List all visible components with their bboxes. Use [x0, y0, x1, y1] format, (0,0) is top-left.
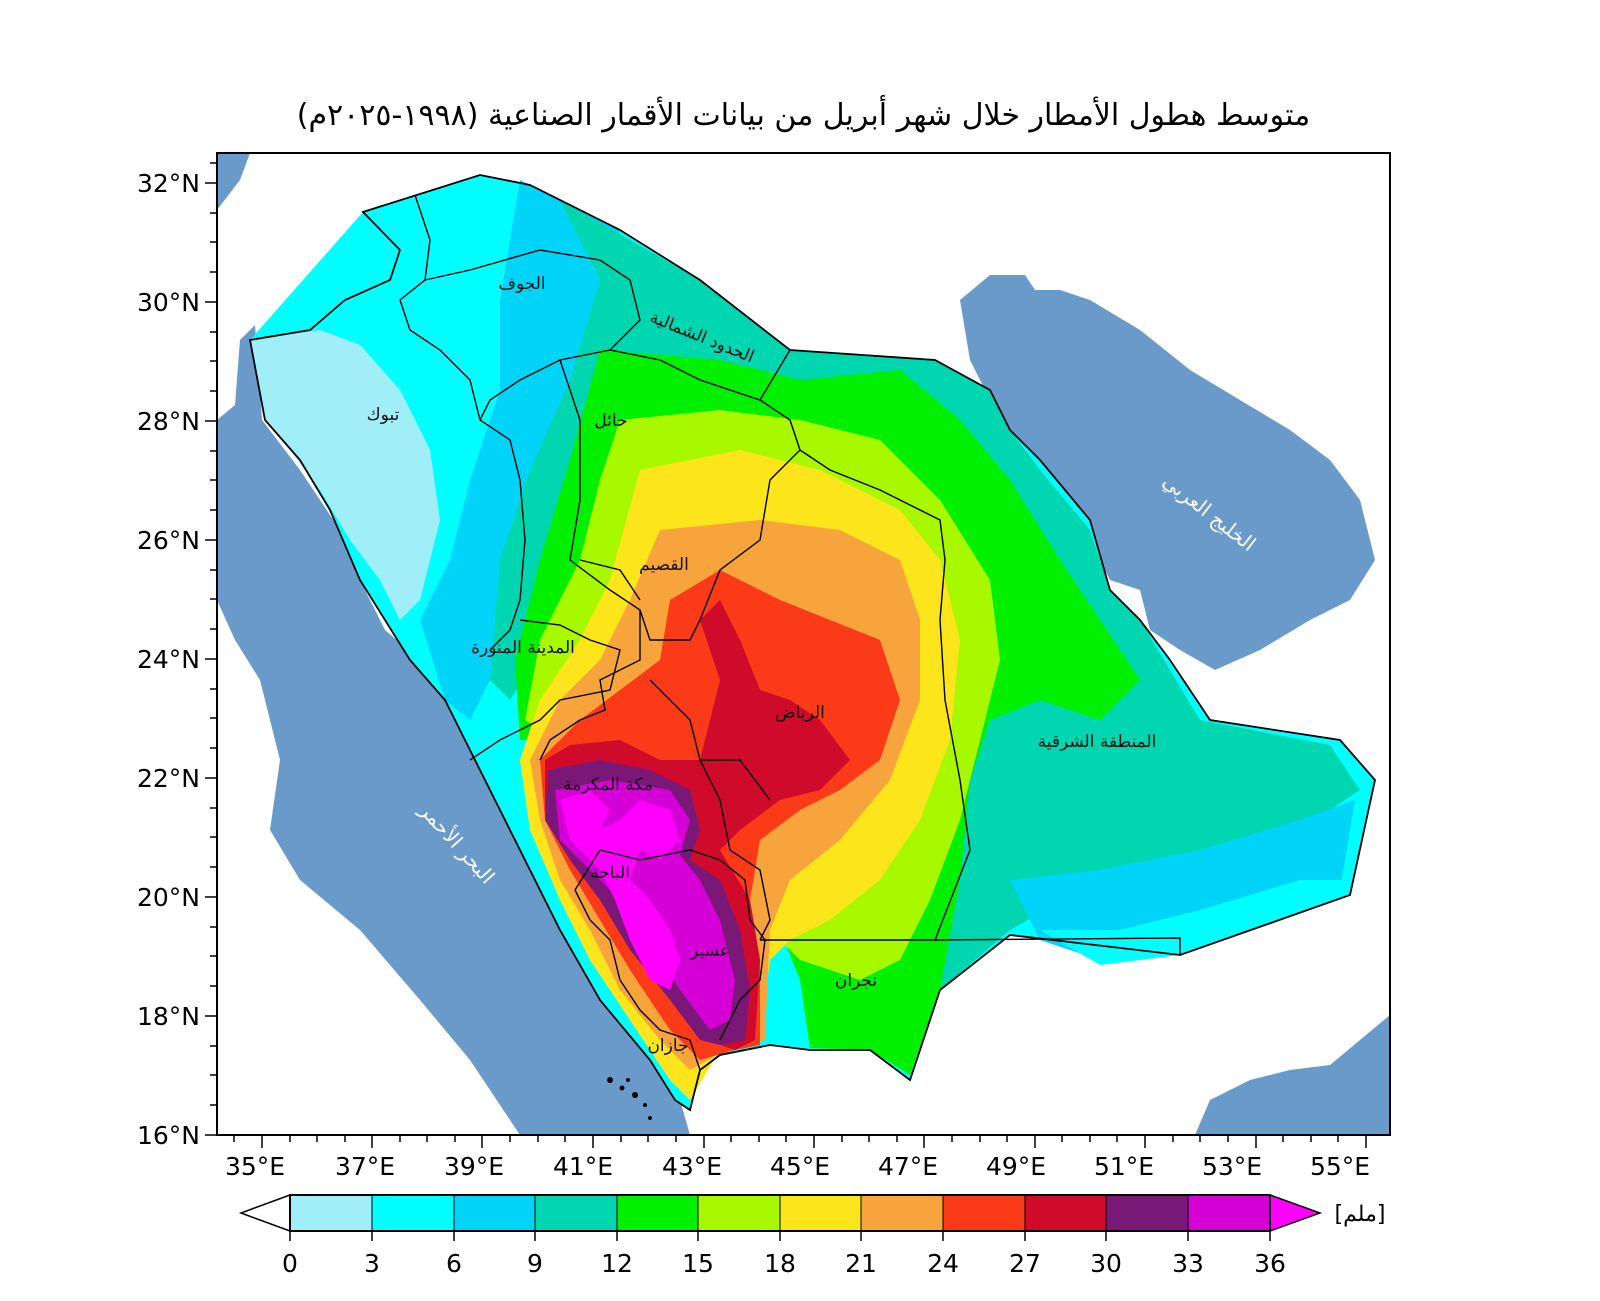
lon-label: 53°E [1202, 1152, 1262, 1181]
lat-label: 18°N [137, 1002, 200, 1031]
lat-label: 20°N [137, 883, 200, 912]
colorbar-unit-label: [ملم] [1335, 1202, 1386, 1227]
lat-label: 28°N [137, 407, 200, 436]
region-label-eastern-province: المنطقة الشرقية [1038, 732, 1157, 752]
region-label-qassim: القصيم [639, 555, 689, 575]
colorbar-tick: 12 [601, 1249, 633, 1278]
lon-label: 55°E [1310, 1152, 1370, 1181]
lat-axis [205, 162, 217, 1136]
region-label-tabuk: تبوك [367, 405, 400, 425]
lon-labels: 35°E 37°E 39°E 41°E 43°E 45°E 47°E 49°E … [225, 1152, 1370, 1181]
colorbar-tick: 9 [527, 1249, 543, 1278]
lon-label: 35°E [225, 1152, 285, 1181]
lon-label: 37°E [335, 1152, 395, 1181]
colorbar-tick: 18 [764, 1249, 796, 1278]
colorbar-tick: 33 [1172, 1249, 1204, 1278]
lon-label: 51°E [1094, 1152, 1154, 1181]
colorbar-tick: 0 [282, 1249, 298, 1278]
lon-label: 39°E [444, 1152, 504, 1181]
region-label-makkah: مكة المكرمة [563, 775, 653, 795]
colorbar-tick: 15 [682, 1249, 714, 1278]
map-title: متوسط هطول الأمطار خلال شهر أبريل من بيا… [296, 98, 1311, 133]
map-frame [216, 152, 1391, 1136]
region-label-madinah: المدينة المنورة [471, 638, 575, 658]
sea-layer [217, 153, 1390, 1135]
lat-label: 26°N [137, 526, 200, 555]
region-label-albaha: الباحة [590, 863, 630, 883]
region-label-najran: نجران [835, 971, 877, 991]
colorbar-tick: 36 [1254, 1249, 1286, 1278]
lon-label: 43°E [662, 1152, 722, 1181]
colorbar-under-arrow [238, 1193, 291, 1233]
colorbar-tick: 27 [1009, 1249, 1041, 1278]
lon-axis [233, 1135, 1367, 1148]
region-boundaries [248, 174, 1376, 1112]
rainfall-field [250, 175, 1375, 1110]
lon-label: 47°E [878, 1152, 938, 1181]
colorbar-tick: 6 [446, 1249, 462, 1278]
lat-label: 30°N [137, 288, 200, 317]
red-sea [217, 153, 690, 1135]
region-label-jazan: جازان [647, 1036, 688, 1056]
colorbar: 0 3 6 9 12 15 18 21 24 27 30 33 36 [ملم] [238, 1193, 1386, 1278]
colorbar-tick: 30 [1090, 1249, 1122, 1278]
lat-labels: 32°N 30°N 28°N 26°N 24°N 22°N 20°N 18°N … [137, 169, 200, 1150]
lat-label: 32°N [137, 169, 200, 198]
region-label-asir: عسير [689, 941, 730, 961]
colorbar-tick: 24 [927, 1249, 959, 1278]
arabian-sea [1195, 1015, 1390, 1135]
lon-label: 45°E [770, 1152, 830, 1181]
region-label-hail: حائل [594, 411, 627, 431]
colorbar-tick: 3 [364, 1249, 380, 1278]
lat-label: 22°N [137, 764, 200, 793]
lat-label: 16°N [137, 1121, 200, 1150]
colorbar-tick: 21 [845, 1249, 877, 1278]
region-label-riyadh: الرياض [775, 703, 825, 723]
region-label-aljouf: الجوف [498, 274, 545, 294]
colorbar-over-arrow [1269, 1193, 1323, 1233]
lon-label: 49°E [986, 1152, 1046, 1181]
lon-label: 41°E [553, 1152, 613, 1181]
lat-label: 24°N [137, 645, 200, 674]
persian-gulf [960, 275, 1375, 670]
map-area [217, 153, 1390, 1135]
islands [607, 1077, 652, 1120]
